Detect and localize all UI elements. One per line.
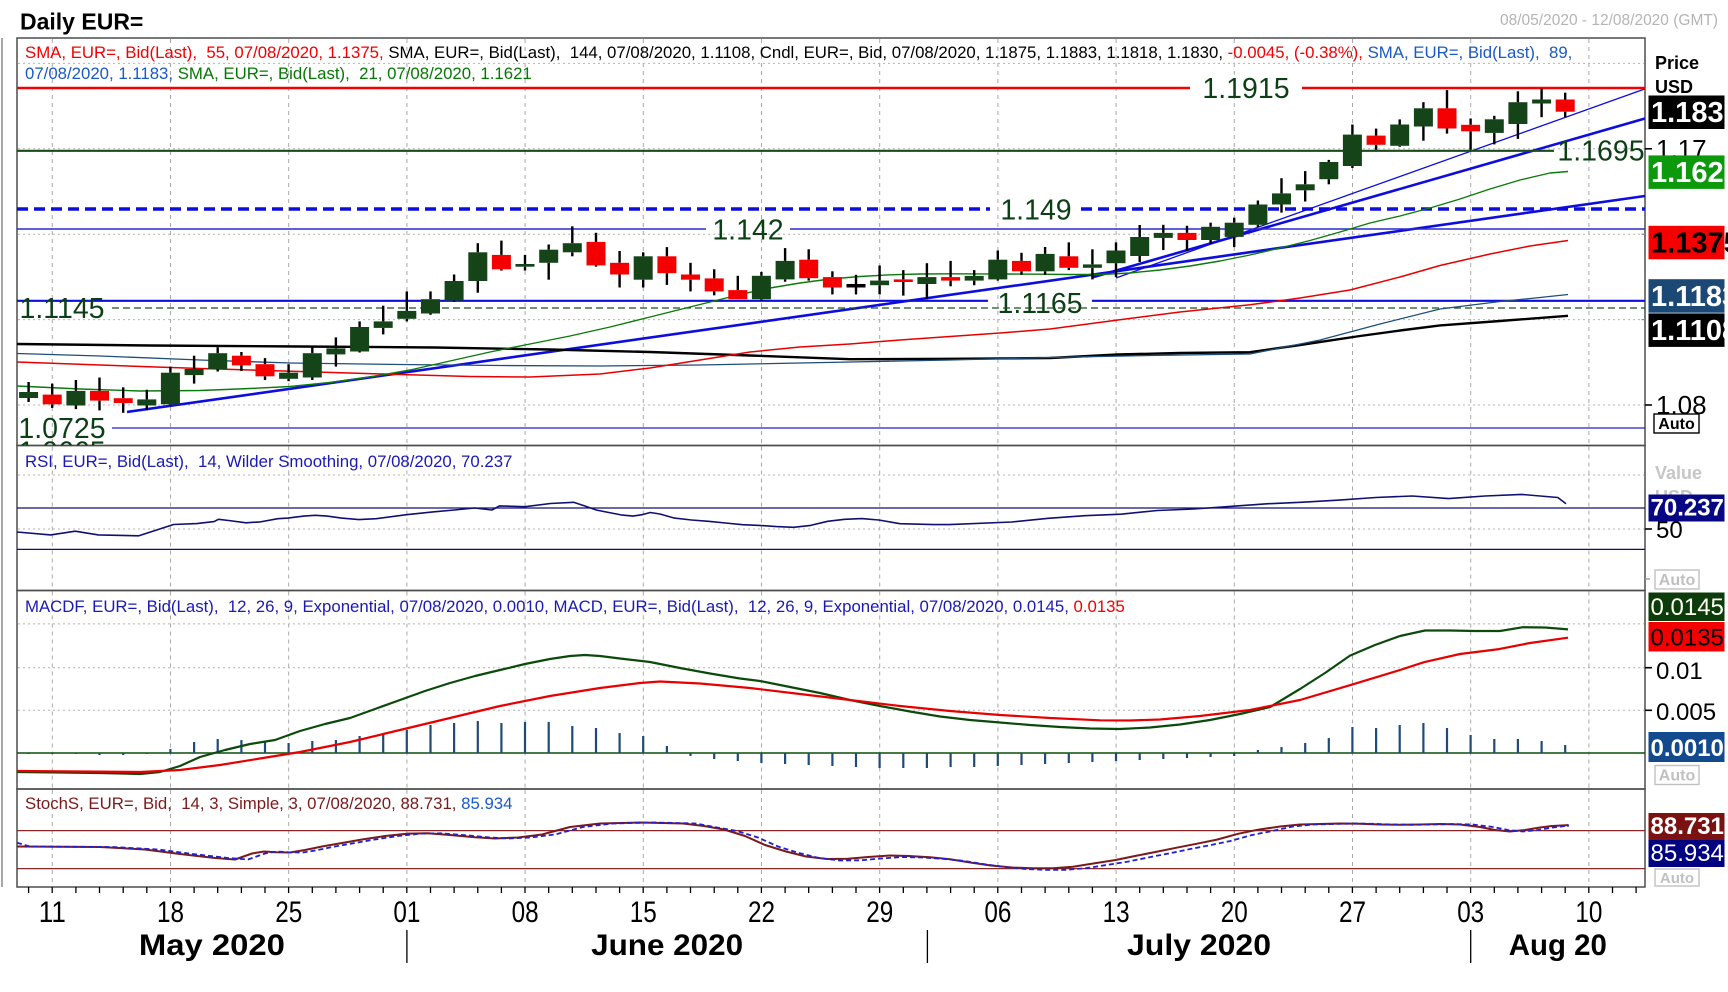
svg-text:1.1108: 1.1108 xyxy=(1651,315,1728,347)
svg-text:1.1915: 1.1915 xyxy=(1202,73,1289,105)
svg-text:01: 01 xyxy=(393,896,420,929)
svg-text:SMA, EUR=, Bid(Last), 55, 07/: SMA, EUR=, Bid(Last), 55, 07/08/2020, 1.… xyxy=(25,43,1572,62)
svg-text:13: 13 xyxy=(1103,896,1130,929)
svg-text:70.237: 70.237 xyxy=(1651,495,1724,522)
svg-text:1.0725: 1.0725 xyxy=(18,413,105,445)
svg-text:0.0145: 0.0145 xyxy=(1651,594,1724,621)
svg-text:July 2020: July 2020 xyxy=(1127,929,1271,962)
svg-text:08: 08 xyxy=(512,896,539,929)
svg-text:Price: Price xyxy=(1655,53,1699,73)
svg-text:May 2020: May 2020 xyxy=(139,929,285,962)
svg-text:1.1375: 1.1375 xyxy=(1651,228,1728,260)
svg-text:06: 06 xyxy=(984,896,1011,929)
svg-text:85.934: 85.934 xyxy=(1651,840,1724,867)
svg-text:June 2020: June 2020 xyxy=(591,929,743,962)
svg-text:USD: USD xyxy=(1655,77,1693,97)
svg-text:MACDF, EUR=, Bid(Last), 12, 2: MACDF, EUR=, Bid(Last), 12, 26, 9, Expon… xyxy=(25,597,1125,616)
svg-text:1.1621: 1.1621 xyxy=(1651,157,1728,189)
svg-text:Auto: Auto xyxy=(1659,768,1696,785)
svg-text:1.142: 1.142 xyxy=(712,215,783,247)
svg-text:20: 20 xyxy=(1221,896,1248,929)
svg-text:29: 29 xyxy=(866,896,893,929)
svg-text:03: 03 xyxy=(1457,896,1484,929)
svg-text:1.149: 1.149 xyxy=(1000,195,1071,227)
svg-text:10: 10 xyxy=(1575,896,1602,929)
svg-text:RSI, EUR=, Bid(Last), 14, Wil: RSI, EUR=, Bid(Last), 14, Wilder Smoothi… xyxy=(25,452,512,471)
svg-text:08/05/2020 - 12/08/2020 (GMT): 08/05/2020 - 12/08/2020 (GMT) xyxy=(1500,12,1718,29)
svg-text:07/08/2020, 1.1183, SMA, EUR=,: 07/08/2020, 1.1183, SMA, EUR=, Bid(Last)… xyxy=(25,64,532,83)
svg-text:0.005: 0.005 xyxy=(1656,699,1716,726)
svg-text:1.1165: 1.1165 xyxy=(997,288,1082,320)
svg-text:Aug 20: Aug 20 xyxy=(1509,929,1607,962)
svg-text:18: 18 xyxy=(157,896,184,929)
svg-text:0.0135: 0.0135 xyxy=(1651,625,1724,652)
svg-text:Value: Value xyxy=(1655,463,1702,483)
svg-text:1.1145: 1.1145 xyxy=(19,293,104,325)
svg-text:22: 22 xyxy=(748,896,775,929)
svg-text:0.01: 0.01 xyxy=(1656,658,1703,685)
svg-text:Auto: Auto xyxy=(1658,416,1695,433)
svg-text:0.0010: 0.0010 xyxy=(1651,735,1724,762)
svg-text:88.731: 88.731 xyxy=(1651,813,1724,840)
svg-text:27: 27 xyxy=(1339,896,1366,929)
svg-text:Auto: Auto xyxy=(1660,870,1694,887)
svg-text:50: 50 xyxy=(1656,517,1683,544)
svg-text:11: 11 xyxy=(39,896,66,929)
svg-text:1.1830: 1.1830 xyxy=(1651,97,1728,129)
svg-text:15: 15 xyxy=(630,896,657,929)
svg-text:Daily EUR=: Daily EUR= xyxy=(20,9,143,35)
svg-text:Auto: Auto xyxy=(1659,572,1696,589)
svg-text:1.0665: 1.0665 xyxy=(18,437,105,469)
svg-text:StochS, EUR=, Bid, 14, 3, Sim: StochS, EUR=, Bid, 14, 3, Simple, 3, 07/… xyxy=(25,794,512,813)
svg-text:25: 25 xyxy=(275,896,302,929)
svg-text:1.1183: 1.1183 xyxy=(1651,281,1728,313)
svg-text:1.1695: 1.1695 xyxy=(1557,136,1644,168)
